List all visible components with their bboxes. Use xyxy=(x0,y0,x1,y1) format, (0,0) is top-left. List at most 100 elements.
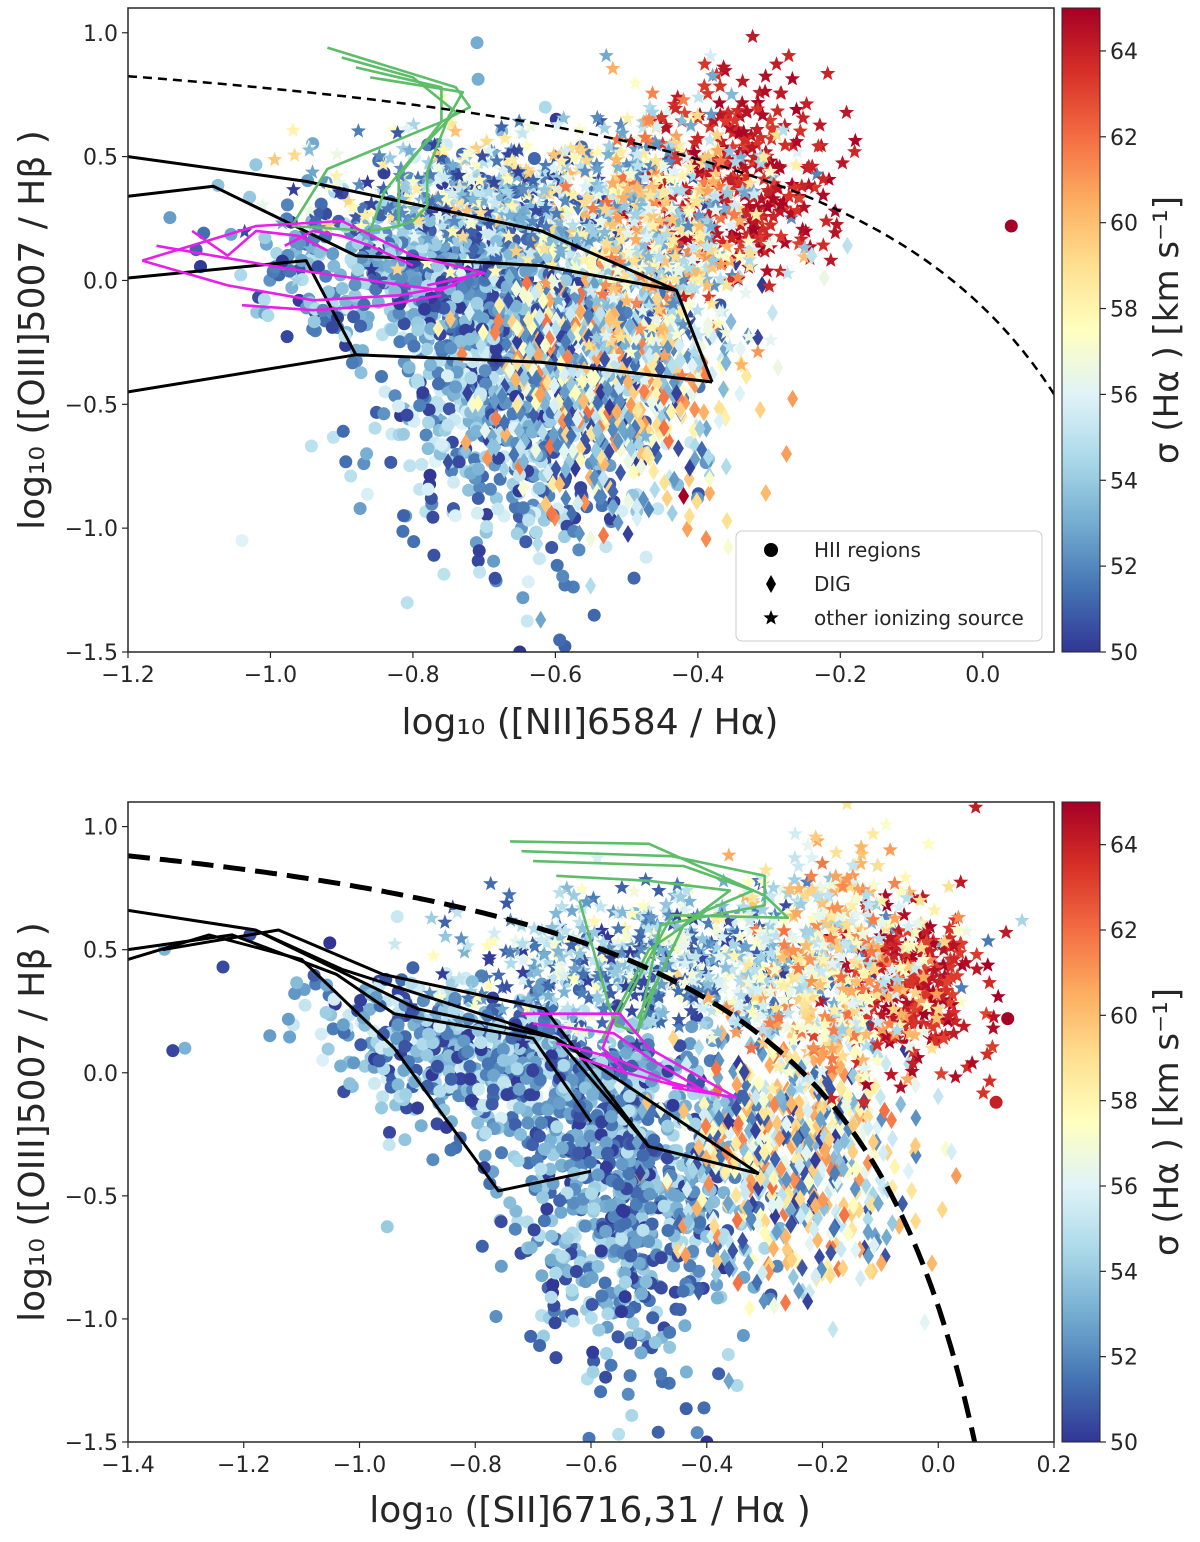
scatter-point xyxy=(700,85,716,101)
scatter-point xyxy=(713,256,729,272)
scatter-point xyxy=(447,475,461,489)
scatter-point xyxy=(546,1277,560,1291)
scatter-point xyxy=(653,156,669,172)
scatter-point xyxy=(589,468,601,487)
scatter-point xyxy=(736,1329,750,1342)
scatter-point xyxy=(758,1241,772,1255)
scatter-point xyxy=(720,195,736,210)
scatter-point xyxy=(428,238,442,252)
scatter-point xyxy=(629,370,645,385)
scatter-point xyxy=(464,224,480,240)
scatter-point xyxy=(490,409,502,428)
scatter-point xyxy=(733,149,749,165)
scatter-point xyxy=(578,391,590,410)
scatter-point xyxy=(595,1289,609,1303)
scatter-point xyxy=(435,187,452,202)
scatter-point xyxy=(713,153,729,168)
scatter-point xyxy=(498,413,510,432)
scatter-point xyxy=(781,188,797,203)
scatter-point xyxy=(742,175,758,190)
scatter-point xyxy=(681,519,693,538)
scatter-point xyxy=(770,1259,784,1273)
scatter-point xyxy=(670,206,686,221)
scatter-point xyxy=(376,180,392,196)
scatter-point xyxy=(759,263,775,278)
scatter-point xyxy=(736,123,752,139)
scatter-point xyxy=(263,1029,277,1043)
scatter-point xyxy=(734,95,750,110)
scatter-point xyxy=(643,157,659,173)
scatter-point xyxy=(534,385,546,404)
scatter-point xyxy=(574,481,588,495)
scatter-point xyxy=(622,492,634,511)
scatter-point xyxy=(712,78,728,93)
scatter-point xyxy=(523,1088,537,1102)
scatter-point xyxy=(629,295,645,310)
scatter-point xyxy=(642,1235,656,1248)
scatter-point xyxy=(484,154,500,169)
scatter-point xyxy=(605,60,621,76)
scatter-point xyxy=(434,340,448,354)
scatter-point xyxy=(464,371,478,385)
x-tick-labels-top: −1.2 −1.0 −0.8 −0.6 −0.4 −0.2 0.0 xyxy=(101,652,1000,688)
scatter-point xyxy=(426,1153,440,1167)
scatter-point xyxy=(762,163,778,178)
scatter-point xyxy=(734,182,751,198)
scatter-point xyxy=(430,159,446,174)
scatter-point xyxy=(657,198,673,214)
scatter-point xyxy=(773,85,789,100)
scatter-point xyxy=(331,184,347,199)
scatter-point xyxy=(447,123,463,138)
scatter-point xyxy=(731,174,747,190)
scatter-point xyxy=(413,399,427,412)
scatter-point xyxy=(644,319,660,334)
scatter-point xyxy=(719,185,735,200)
scatter-point xyxy=(654,1367,668,1381)
scatter-point xyxy=(288,987,302,1000)
scatter-point xyxy=(534,1116,548,1130)
scatter-point xyxy=(686,344,702,359)
scatter-point xyxy=(599,540,613,554)
scatter-point xyxy=(469,157,486,172)
scatter-point xyxy=(612,1177,626,1191)
scatter-point xyxy=(777,200,793,215)
scatter-point xyxy=(399,121,415,136)
scatter-point xyxy=(560,199,576,214)
scatter-point xyxy=(639,550,653,564)
scatter-point xyxy=(503,1196,517,1210)
scatter-point xyxy=(689,193,705,208)
scatter-point xyxy=(307,968,321,982)
scatter-point xyxy=(471,462,485,476)
scatter-point xyxy=(616,198,632,213)
scatter-point xyxy=(339,455,353,469)
scatter-point xyxy=(673,221,689,237)
scatter-point xyxy=(622,525,634,543)
scatter-point xyxy=(693,234,709,250)
scatter-point xyxy=(463,1059,477,1073)
scatter-point xyxy=(535,228,551,244)
scatter-point xyxy=(725,312,737,331)
scatter-point xyxy=(674,367,690,383)
scatter-point xyxy=(624,1336,638,1350)
scatter-point xyxy=(716,59,732,74)
scatter-point xyxy=(722,338,738,354)
scatter-point xyxy=(667,248,683,264)
scatter-point xyxy=(676,1284,690,1298)
scatter-point xyxy=(490,234,504,248)
scatter-point xyxy=(789,202,805,218)
scatter-point xyxy=(566,504,578,523)
scatter-point xyxy=(372,1054,386,1068)
scatter-point xyxy=(481,449,493,468)
scatter-point xyxy=(712,248,728,264)
scatter-point xyxy=(478,364,492,378)
scatter-point xyxy=(681,243,697,258)
scatter-point xyxy=(518,286,530,305)
scatter-point xyxy=(614,166,630,182)
scatter-point xyxy=(486,1083,500,1097)
scatter-point xyxy=(694,419,706,438)
scatter-point xyxy=(489,153,505,168)
scatter-point xyxy=(384,455,398,469)
scatter-point xyxy=(545,504,557,523)
scatter-point xyxy=(732,230,748,246)
scatter-point xyxy=(600,1347,613,1360)
